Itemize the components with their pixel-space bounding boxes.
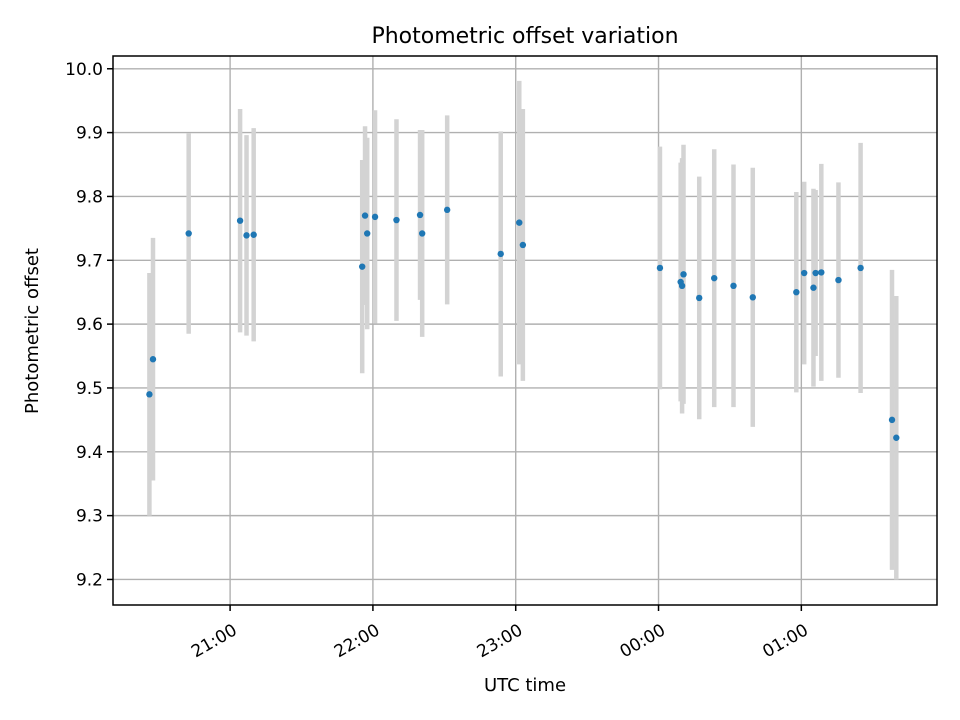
- data-point: [416, 211, 424, 219]
- data-point: [185, 230, 192, 237]
- data-point: [656, 264, 664, 272]
- data-point: [696, 294, 703, 302]
- data-point: [818, 269, 825, 276]
- y-tick-label: 9.7: [76, 251, 103, 271]
- y-tick-label: 9.5: [76, 379, 103, 399]
- data-point: [519, 241, 527, 249]
- data-point: [678, 282, 686, 290]
- y-tick-label: 9.3: [76, 507, 103, 527]
- x-tick-label: 21:00: [188, 620, 240, 662]
- y-axis-ticks: 9.2 9.3 9.4 9.5 9.6 9.7 9.8 9.9 10.0: [65, 60, 113, 590]
- data-point: [711, 274, 718, 282]
- y-axis-label: Photometric offset: [22, 248, 43, 414]
- data-point: [800, 269, 808, 277]
- data-point: [146, 391, 153, 398]
- data-point: [363, 230, 371, 237]
- data-points: [146, 206, 900, 441]
- data-point: [835, 276, 842, 284]
- data-point: [443, 206, 451, 214]
- data-point: [149, 356, 157, 363]
- x-tick-label: 00:00: [617, 620, 669, 662]
- data-point: [857, 264, 864, 272]
- data-point: [730, 282, 737, 290]
- data-point: [236, 217, 244, 224]
- x-axis-label: UTC time: [484, 675, 566, 696]
- data-point: [749, 294, 756, 301]
- data-point: [793, 288, 800, 296]
- data-point: [243, 232, 250, 239]
- y-tick-label: 9.4: [76, 443, 103, 463]
- x-axis-ticks: 21:00 22:00 23:00 00:00 01:00: [188, 605, 812, 662]
- data-point: [371, 213, 379, 221]
- plot-frame: [112, 55, 938, 606]
- data-point: [497, 250, 504, 258]
- x-tick-label: 23:00: [474, 620, 526, 662]
- data-point: [810, 284, 817, 291]
- data-point: [812, 269, 819, 277]
- data-point: [358, 263, 366, 270]
- y-tick-label: 9.6: [76, 315, 103, 335]
- data-point: [393, 216, 400, 224]
- error-bars: [147, 80, 899, 580]
- data-point: [888, 416, 896, 424]
- data-point: [893, 434, 900, 441]
- data-point: [418, 230, 426, 237]
- data-point: [680, 271, 687, 278]
- y-tick-label: 10.0: [65, 60, 103, 80]
- chart-title: Photometric offset variation: [371, 24, 678, 49]
- y-tick-label: 9.9: [76, 124, 103, 144]
- x-tick-label: 01:00: [759, 620, 811, 662]
- y-tick-label: 9.8: [76, 187, 103, 207]
- data-point: [250, 231, 257, 238]
- data-point: [361, 212, 369, 219]
- x-tick-label: 22:00: [331, 620, 383, 662]
- data-point: [516, 219, 523, 226]
- y-tick-label: 9.2: [76, 570, 103, 590]
